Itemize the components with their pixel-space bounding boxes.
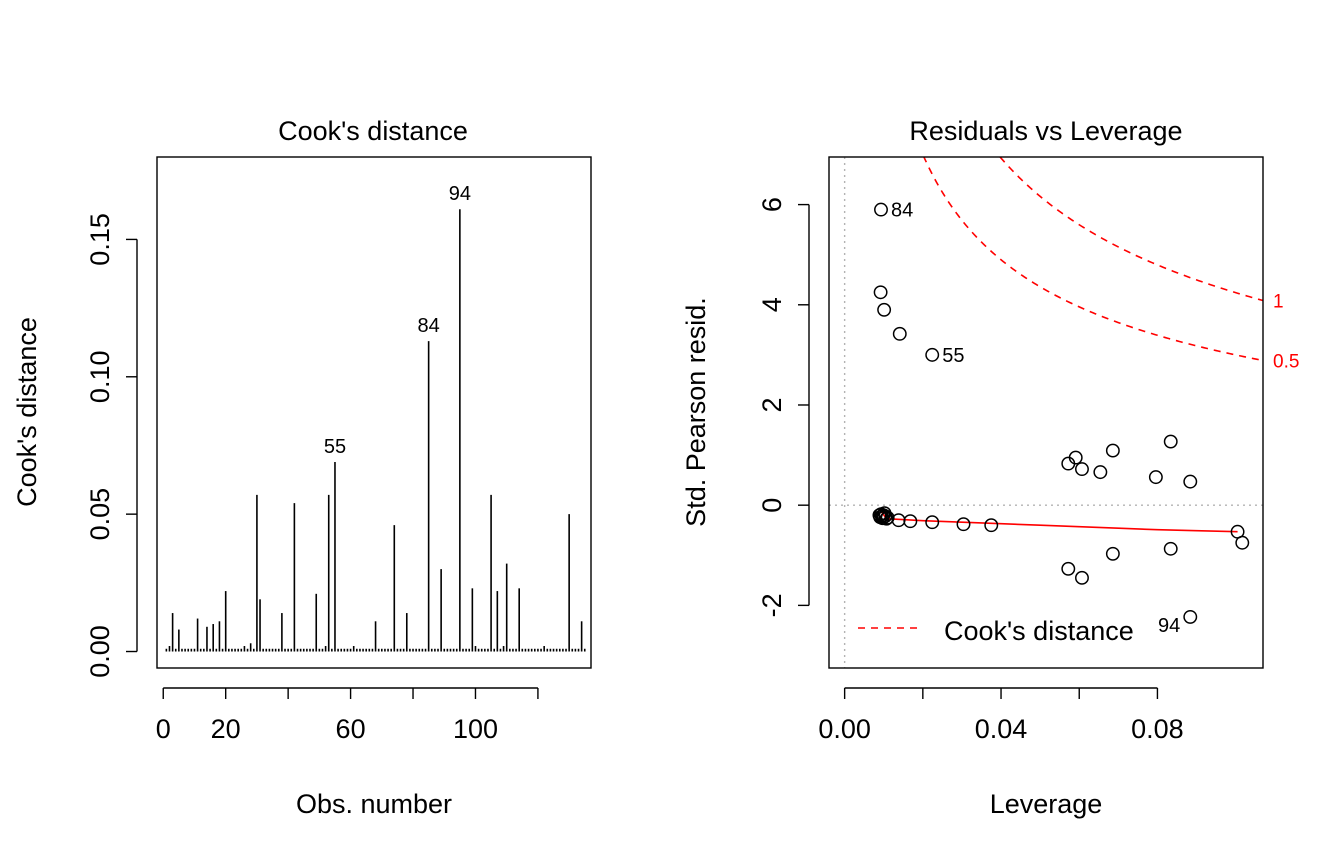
bar-label: 94 (449, 183, 471, 205)
data-point (1075, 570, 1089, 585)
y-tick-label: 2 (757, 397, 787, 412)
data-point (874, 202, 888, 217)
y-axis-label: Cook's distance (12, 317, 42, 507)
chart-title: Cook's distance (278, 116, 468, 146)
cooks-contours (923, 157, 1263, 362)
point-label: 94 (1158, 615, 1180, 637)
y-tick-label: 0.05 (85, 488, 115, 541)
x-tick-label: 0.08 (1131, 714, 1184, 744)
bar-labels: 55 84 94 (324, 183, 471, 458)
data-point (1163, 541, 1178, 556)
y-axis: -2 0 2 4 6 (757, 197, 810, 617)
y-tick-label: 0.15 (85, 213, 115, 266)
y-tick-label: 0.00 (85, 625, 115, 678)
smoother-line (880, 510, 1238, 533)
y-tick-label: 6 (757, 197, 787, 212)
contour-label: 0.5 (1273, 351, 1299, 372)
contour-labels: 0.51 (1273, 292, 1299, 373)
data-point (1163, 434, 1178, 449)
data-point (1105, 443, 1120, 458)
data-point (892, 326, 907, 341)
data-point (1061, 561, 1076, 576)
x-tick-label: 100 (453, 714, 498, 744)
bar-label: 84 (418, 315, 440, 337)
point-label: 55 (942, 345, 964, 367)
cooks-contour-line (999, 157, 1263, 302)
data-point (903, 514, 918, 529)
data-point (1105, 546, 1120, 561)
data-point (925, 515, 940, 530)
x-tick-label: 20 (211, 714, 241, 744)
legend: Cook's distance (858, 616, 1134, 646)
chart-title: Residuals vs Leverage (909, 116, 1182, 146)
points (872, 202, 1250, 624)
cooks-contour-line (923, 157, 1263, 362)
data-point (984, 518, 999, 533)
legend-label: Cook's distance (944, 616, 1134, 646)
data-point (925, 347, 940, 362)
x-tick-label: 0 (156, 714, 171, 744)
y-tick-label: 4 (757, 297, 787, 312)
contour-label: 1 (1273, 292, 1284, 313)
plot-frame (828, 156, 1264, 669)
data-point (877, 302, 892, 317)
point-label: 84 (891, 200, 913, 222)
y-axis-label: Std. Pearson resid. (681, 297, 711, 527)
x-axis: 0.00 0.04 0.08 (818, 687, 1184, 744)
cooks-distance-panel: Cook's distance 55 84 94 0 20 60 100 0.00 0.05… (12, 116, 592, 819)
smoother (880, 510, 1238, 533)
data-point (1075, 462, 1089, 477)
y-tick-label: 0 (757, 498, 787, 513)
x-axis-label: Leverage (990, 789, 1103, 819)
x-axis: 0 20 60 100 (156, 687, 539, 744)
bars (165, 209, 586, 652)
data-point (1235, 535, 1250, 550)
data-point (1068, 450, 1083, 465)
data-point (880, 510, 895, 525)
x-tick-label: 0.00 (818, 714, 871, 744)
plot-frame (156, 156, 592, 669)
data-point (1183, 474, 1198, 489)
data-point (1093, 465, 1108, 480)
x-tick-label: 60 (336, 714, 366, 744)
data-point (1183, 609, 1198, 624)
y-tick-label: -2 (757, 593, 787, 617)
point-labels: 84 55 94 (891, 200, 1180, 637)
data-point (1148, 470, 1163, 485)
bar-label: 55 (324, 436, 346, 458)
x-axis-label: Obs. number (296, 789, 452, 819)
x-tick-label: 0.04 (975, 714, 1028, 744)
data-point (873, 285, 888, 300)
y-tick-label: 0.10 (85, 351, 115, 404)
reference-lines (829, 157, 1263, 668)
y-axis: 0.00 0.05 0.10 0.15 (85, 213, 138, 678)
data-point (956, 517, 971, 532)
